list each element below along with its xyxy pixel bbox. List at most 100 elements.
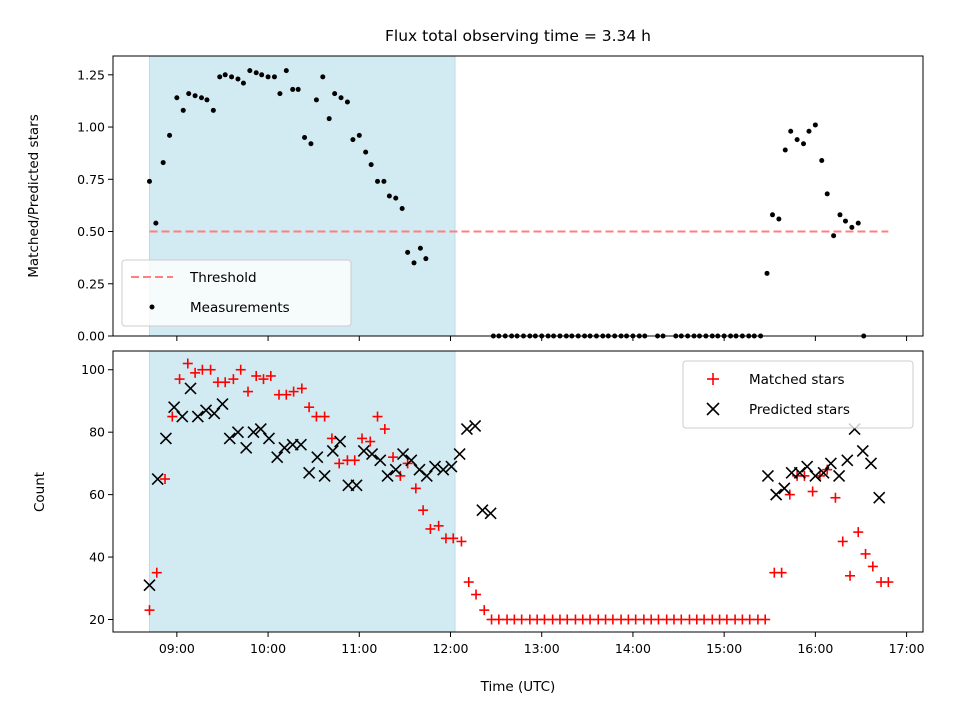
- legend-matched-swatch: [707, 373, 719, 385]
- predicted-star-marker: [469, 419, 482, 432]
- measurement-point: [295, 86, 301, 92]
- predicted-star-marker: [381, 469, 394, 482]
- predicted-star-marker: [159, 432, 172, 445]
- predicted-star-marker: [176, 410, 189, 423]
- matched-star-marker: [296, 383, 307, 394]
- predicted-star-marker: [334, 435, 347, 448]
- ratio-panel: 0.00 0.25 0.50 0.75 1.00 1.25 Matched/Predict…: [26, 55, 924, 344]
- matched-star-marker: [144, 605, 155, 616]
- measurement-point: [788, 128, 794, 134]
- measurement-point: [423, 256, 429, 262]
- matched-star-marker: [456, 536, 467, 547]
- measurement-point: [855, 220, 861, 226]
- measurement-point: [265, 74, 271, 80]
- measurement-point: [247, 68, 253, 74]
- predicted-star-marker: [389, 463, 402, 476]
- matched-star-marker: [220, 377, 231, 388]
- predicted-star-marker: [294, 438, 307, 451]
- predicted-star-marker: [374, 454, 387, 467]
- measurement-point: [240, 80, 246, 86]
- measurement-point: [824, 191, 830, 197]
- x-tick-label: 11:00: [341, 641, 377, 656]
- measurement-point: [831, 233, 837, 239]
- matched-star-marker: [205, 364, 216, 375]
- predicted-star-marker: [833, 469, 846, 482]
- predicted-star-marker: [445, 460, 458, 473]
- predicted-star-marker: [420, 469, 433, 482]
- predicted-star-marker: [326, 444, 339, 457]
- predicted-star-marker: [761, 469, 774, 482]
- y-tick-label: 40: [89, 550, 105, 565]
- measurement-point: [174, 95, 180, 101]
- predicted-star-marker: [184, 382, 197, 395]
- measurement-point: [283, 68, 289, 74]
- predicted-star-marker: [817, 466, 830, 479]
- predicted-star-marker: [231, 426, 245, 439]
- y-tick-label: 0.25: [77, 276, 105, 291]
- count-panel: 20 40 60 80 100 09:00 10:00 11:00 12:00 13:00 14:…: [32, 350, 925, 656]
- measurement-point: [393, 195, 399, 201]
- predicted-star-marker: [262, 432, 276, 445]
- matched-star-marker: [471, 589, 482, 600]
- predicted-star-marker: [365, 447, 379, 461]
- legend-matched-label: Matched stars: [749, 372, 845, 388]
- matched-star-marker: [433, 520, 444, 531]
- predicted-star-marker: [247, 426, 260, 439]
- matched-star-marker: [349, 455, 360, 466]
- predicted-star-marker: [801, 460, 814, 473]
- measurement-point: [399, 206, 405, 212]
- matched-star-marker: [372, 411, 383, 422]
- matched-star-marker: [860, 548, 871, 559]
- y-tick-label: 0.75: [77, 172, 105, 187]
- measurement-point: [769, 212, 775, 218]
- ratio-panel-frame: [112, 55, 924, 337]
- predicted-star-marker: [864, 457, 878, 470]
- predicted-star-marker: [841, 454, 854, 467]
- matched-star-marker: [326, 433, 337, 444]
- matched-star-marker: [395, 470, 406, 481]
- measurement-point: [350, 137, 356, 143]
- y-tick-label: 20: [89, 612, 105, 627]
- count-panel-legend: Matched stars Predicted stars: [682, 360, 914, 429]
- matched-star-marker: [807, 486, 818, 497]
- matched-star-marker: [258, 374, 269, 385]
- matched-star-marker: [251, 370, 262, 381]
- matched-star-marker: [448, 533, 459, 544]
- count-panel-ylabel: Count: [32, 472, 48, 512]
- measurement-point: [229, 74, 235, 80]
- measurement-point: [806, 128, 812, 134]
- measurement-point: [302, 134, 308, 140]
- matched-star-marker: [853, 527, 864, 538]
- matched-star-marker: [357, 433, 368, 444]
- measurement-point: [277, 91, 283, 97]
- matched-star-marker: [167, 411, 178, 422]
- predicted-star-marker: [453, 447, 466, 461]
- measurement-point: [271, 74, 277, 80]
- measurement-point: [210, 107, 216, 113]
- predicted-star-marker: [199, 404, 213, 417]
- predicted-star-marker: [476, 504, 489, 517]
- measurement-point: [192, 93, 198, 99]
- predicted-star-marker: [151, 472, 164, 486]
- measurement-point: [794, 137, 800, 143]
- x-tick-label: 12:00: [432, 641, 468, 656]
- predicted-star-marker: [191, 410, 204, 423]
- matched-star-marker: [288, 386, 299, 397]
- matched-star-marker: [463, 577, 474, 588]
- ratio-legend-box: [121, 259, 352, 327]
- predicted-star-marker: [318, 469, 331, 482]
- matched-star-marker: [799, 470, 810, 481]
- predicted-star-marker: [278, 441, 291, 454]
- measurement-point: [837, 212, 843, 218]
- measurement-point: [776, 216, 782, 222]
- legend-threshold-label: Threshold: [189, 270, 257, 286]
- matched-star-marker: [235, 364, 246, 375]
- measurement-point: [368, 162, 374, 168]
- matched-star-marker: [867, 561, 878, 572]
- measurement-point: [313, 97, 319, 103]
- matched-star-marker: [174, 374, 185, 385]
- matched-star-marker: [845, 570, 856, 581]
- measurement-point: [411, 260, 417, 266]
- y-tick-label: 1.25: [77, 67, 105, 82]
